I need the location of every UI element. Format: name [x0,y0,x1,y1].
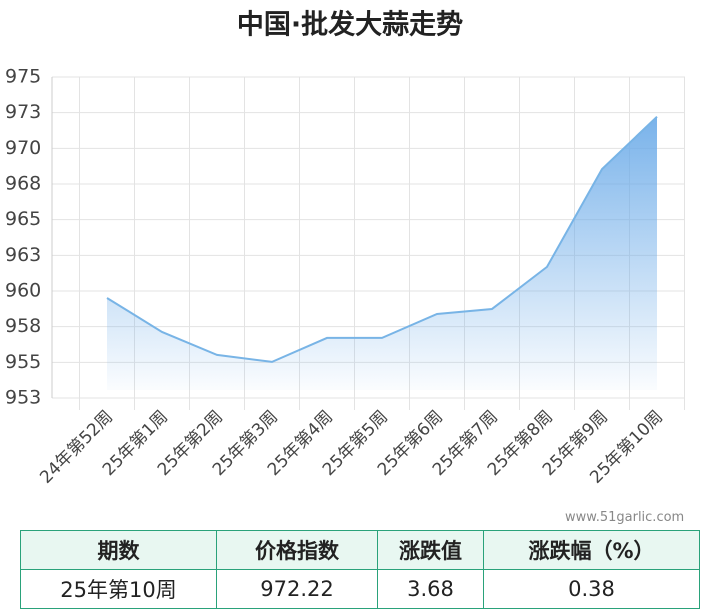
header-cell: 期数 [20,530,217,570]
area [107,116,657,391]
y-tick-label: 963 [5,244,41,266]
y-tick-label: 953 [5,387,41,409]
y-tick-label: 958 [5,315,41,337]
watermark: www.51garlic.com [565,510,685,525]
header-cell: 涨跌幅（%） [483,530,700,570]
header-cell: 涨跌值 [377,530,484,570]
table-row: 25年第10周 972.22 3.68 0.38 [20,569,700,609]
chart: 中国·批发大蒜走势 953 955 958 960 963 965 968 970 973 975… [5,9,685,488]
summary-table: 期数 价格指数 涨跌值 涨跌幅（%） 25年第10周 972.22 3.68 0… [20,530,700,609]
y-tick-label: 968 [5,173,41,195]
cell: 972.22 [216,569,378,609]
y-tick-label: 965 [5,208,41,230]
x-tick-label: 24年第52周 [36,407,117,488]
header-cell: 价格指数 [216,530,378,570]
y-tick-label: 955 [5,351,41,373]
cell: 25年第10周 [20,569,217,609]
y-tick-label: 973 [5,101,41,123]
cell: 3.68 [377,569,484,609]
chart-title: 中国·批发大蒜走势 [237,9,463,41]
y-tick-label: 970 [5,137,41,159]
y-tick-label: 960 [5,280,41,302]
cell: 0.38 [483,569,700,609]
y-tick-label: 975 [5,66,41,88]
table-header: 期数 价格指数 涨跌值 涨跌幅（%） [20,530,700,570]
line [106,115,658,363]
